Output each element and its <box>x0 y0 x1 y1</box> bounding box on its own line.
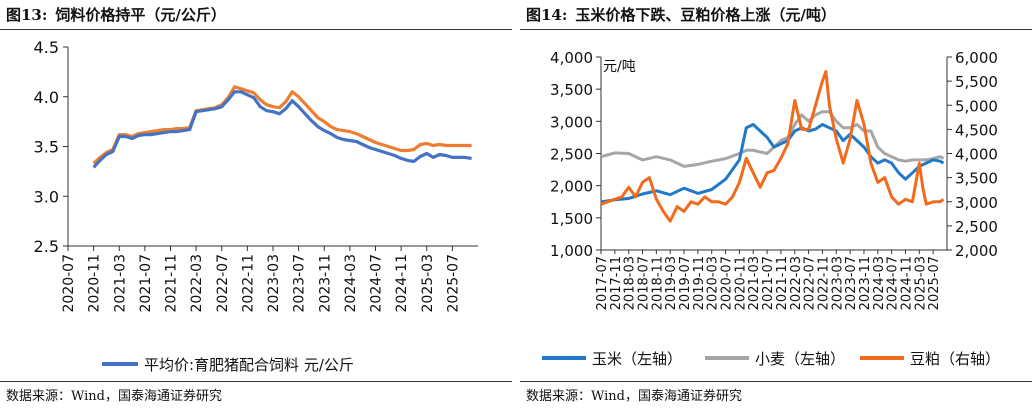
series-line-soymeal <box>600 70 945 223</box>
x-tick-label: 2017-11 <box>609 256 624 310</box>
figure-13-caption: 饲料价格持平（元/公斤） <box>55 6 226 24</box>
x-tick-label: 2018-11 <box>650 256 665 310</box>
figure-13-source: 数据来源：Wind，国泰海通证券研究 <box>6 389 222 404</box>
top-rule <box>520 29 1032 30</box>
x-tick-label: 2019-11 <box>692 256 707 310</box>
x-tick-label: 2023-11 <box>858 256 873 310</box>
x-tick-label: 2020-11 <box>733 256 748 310</box>
x-tick-label: 2023-03 <box>266 254 282 313</box>
x-tick-label: 2020-11 <box>87 254 103 313</box>
x-tick-label: 2022-07 <box>803 256 818 310</box>
bottom-rule <box>520 381 1032 382</box>
y-tick-label: 4.5 <box>34 38 59 57</box>
figure-14-title: 图14: 玉米价格下跌、豆粕价格上涨（元/吨） <box>526 4 836 25</box>
x-tick-label: 2023-07 <box>292 254 308 313</box>
top-rule <box>0 29 512 30</box>
x-tick-label: 2019-03 <box>664 256 679 310</box>
y-right-tick-label: 5,000 <box>955 97 998 115</box>
x-tick-label: 2022-11 <box>816 256 831 310</box>
bottom-rule <box>0 381 512 382</box>
x-tick-label: 2020-03 <box>706 256 721 310</box>
y-left-tick-label: 3,500 <box>550 81 593 99</box>
figure-13-number: 图13: <box>6 6 48 24</box>
x-tick-label: 2022-03 <box>189 254 205 313</box>
x-tick-label: 2023-11 <box>317 254 333 313</box>
y-right-tick-label: 3,500 <box>955 170 998 188</box>
figure-14-source: 数据来源：Wind，国泰海通证券研究 <box>526 389 742 404</box>
y-tick-label: 3.5 <box>34 138 59 157</box>
x-tick-label: 2020-07 <box>720 256 735 310</box>
x-tick-label: 2024-11 <box>394 254 410 313</box>
grain-price-chart: 1,000 1,500 2,000 2,500 3,000 3,500 4,000 2,000… <box>542 49 1000 368</box>
y-left-tick-label: 3,000 <box>550 113 593 131</box>
x-tick-label: 2021-03 <box>112 254 128 313</box>
series-line-feed-price <box>92 90 472 169</box>
x-tick-label: 2025-03 <box>913 256 928 310</box>
y-right-tick-label: 3,000 <box>955 194 998 212</box>
x-tick-label: 2024-03 <box>343 254 359 313</box>
figure-13-panel: 图13: 饲料价格持平（元/公斤） 2.5 3.0 3.5 4.0 4.5 2020-07 2… <box>0 0 512 408</box>
x-tick-label: 2025-07 <box>445 254 461 313</box>
figure-13-title: 图13: 饲料价格持平（元/公斤） <box>6 4 226 25</box>
x-tick-label: 2024-03 <box>872 256 887 310</box>
y-axis-unit-label: 元/吨 <box>603 59 636 75</box>
x-tick-label: 2018-03 <box>623 256 638 310</box>
y-right-tick-label: 4,500 <box>955 121 998 139</box>
y-left-tick-label: 2,500 <box>550 146 593 164</box>
y-left-tick-label: 2,000 <box>550 178 593 196</box>
x-tick-label: 2025-03 <box>420 254 436 313</box>
figure-14-panel: 图14: 玉米价格下跌、豆粕价格上涨（元/吨） 1,000 1,500 2,000 2,… <box>520 0 1032 408</box>
x-tick-label: 2018-07 <box>637 256 652 310</box>
legend-label: 小麦（左轴） <box>755 350 845 368</box>
legend-label: 玉米（左轴） <box>592 350 682 368</box>
x-tick-label: 2024-11 <box>899 256 914 310</box>
x-tick-label: 2021-03 <box>747 256 762 310</box>
y-left-tick-label: 4,000 <box>550 49 593 67</box>
y-right-tick-label: 4,000 <box>955 146 998 164</box>
x-tick-label: 2024-07 <box>886 256 901 310</box>
legend-label: 豆粕（右轴） <box>910 350 1000 368</box>
x-tick-label: 2025-07 <box>927 256 942 310</box>
x-tick-label: 2021-07 <box>138 254 154 313</box>
y-tick-label: 2.5 <box>34 237 59 256</box>
feed-price-chart: 2.5 3.0 3.5 4.0 4.5 2020-07 2020-11 2021-03 2021… <box>34 38 478 374</box>
x-tick-label: 2021-11 <box>775 256 790 310</box>
y-right-tick-label: 2,500 <box>955 218 998 236</box>
y-tick-label: 3.0 <box>34 187 59 206</box>
x-tick-label: 2022-07 <box>215 254 231 313</box>
series-line-wheat <box>600 110 945 168</box>
y-right-tick-label: 6,000 <box>955 49 998 67</box>
x-tick-label: 2023-03 <box>830 256 845 310</box>
series-line-corn <box>600 123 945 204</box>
x-tick-label: 2021-11 <box>164 254 180 313</box>
x-tick-label: 2024-07 <box>369 254 385 313</box>
x-tick-label: 2023-07 <box>844 256 859 310</box>
x-tick-label: 2021-07 <box>761 256 776 310</box>
x-tick-label: 2022-03 <box>789 256 804 310</box>
y-right-tick-label: 2,000 <box>955 242 998 260</box>
x-tick-label: 2019-07 <box>678 256 693 310</box>
figure-14-number: 图14: <box>526 6 568 24</box>
y-left-tick-label: 1,500 <box>550 210 593 228</box>
x-tick-label: 2017-07 <box>595 256 610 310</box>
figure-14-caption: 玉米价格下跌、豆粕价格上涨（元/吨） <box>575 6 836 24</box>
series-line-feed-price-2 <box>92 85 472 165</box>
y-left-tick-label: 1,000 <box>550 242 593 260</box>
x-tick-label: 2022-11 <box>240 254 256 313</box>
x-tick-label: 2020-07 <box>61 254 77 313</box>
legend-label: 平均价:育肥猪配合饲料 元/公斤 <box>144 356 354 374</box>
y-right-tick-label: 5,500 <box>955 73 998 91</box>
y-tick-label: 4.0 <box>34 88 59 107</box>
